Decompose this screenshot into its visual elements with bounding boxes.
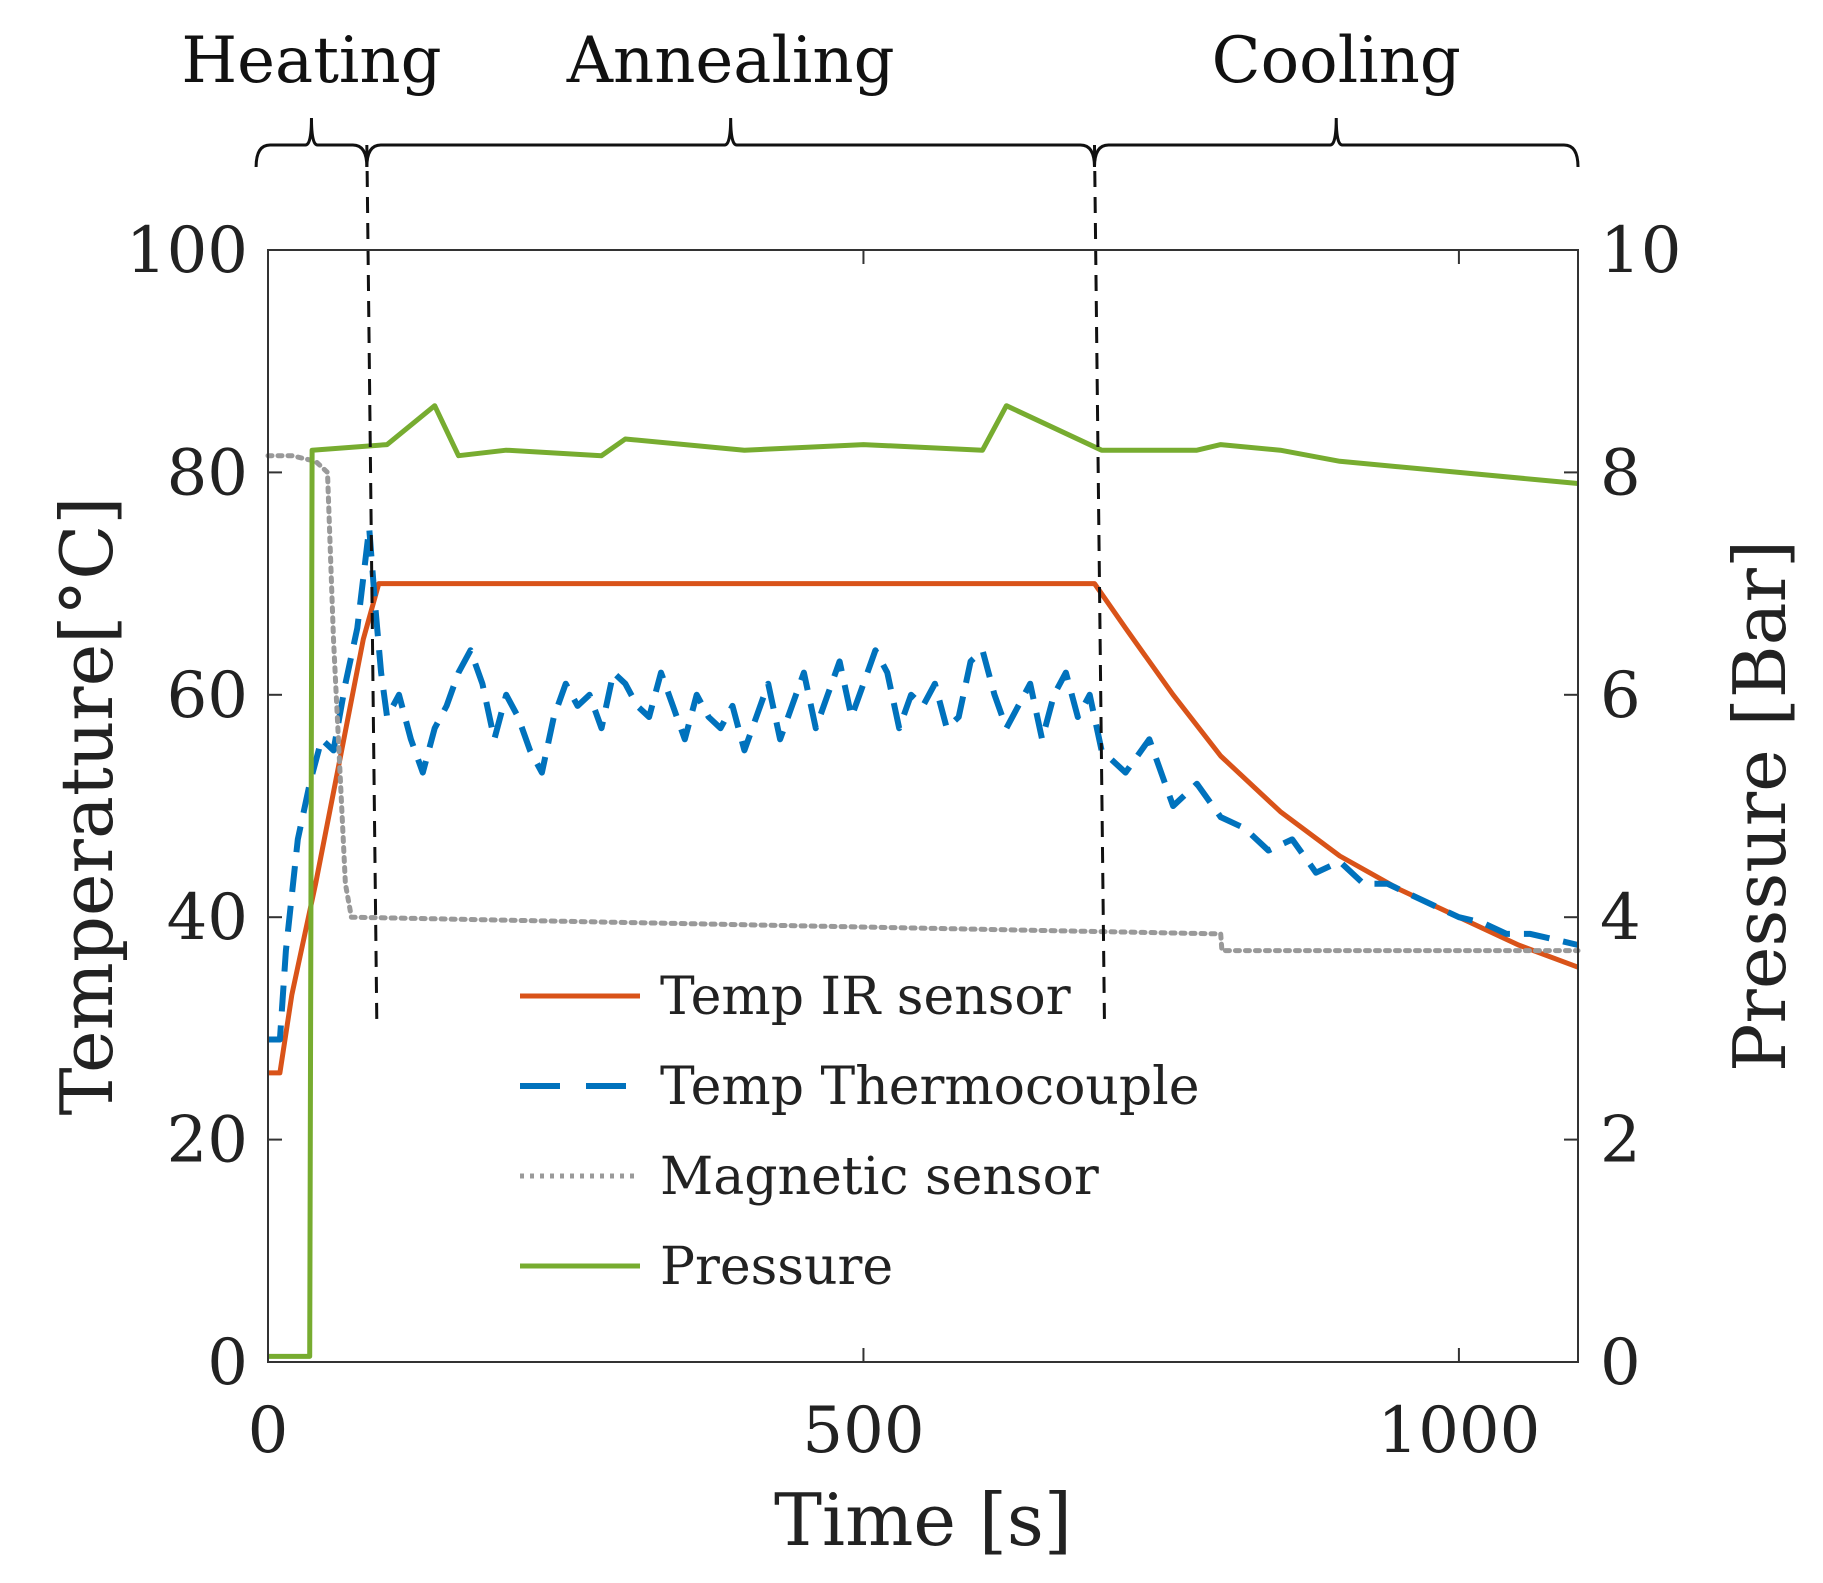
phase-bracket <box>365 117 1096 168</box>
phase-label: Heating <box>181 24 441 98</box>
series-line-1 <box>268 525 1579 1043</box>
plot-frame <box>267 249 1579 1363</box>
y-axis-right-title: Pressure [Bar] <box>1718 540 1802 1072</box>
legend-label: Temp Thermocouple <box>660 1057 1200 1117</box>
plot-series <box>265 403 1581 1359</box>
y-left-tick-label: 100 <box>126 214 248 288</box>
legend-label: Pressure <box>660 1237 893 1297</box>
x-tick-label: 0 <box>248 1394 289 1468</box>
legend-label: Magnetic sensor <box>660 1147 1099 1207</box>
phase-label: Annealing <box>566 24 895 98</box>
y-left-tick-label: 60 <box>167 659 248 733</box>
y-right-tick-label: 6 <box>1600 659 1641 733</box>
x-axis-title: Time [s] <box>774 1478 1072 1562</box>
x-tick-label: 500 <box>802 1394 924 1468</box>
y-left-tick-label: 40 <box>167 881 248 955</box>
series-line-0 <box>268 581 1579 1076</box>
y-right-tick-label: 2 <box>1600 1104 1641 1178</box>
y-right-tick-label: 4 <box>1600 881 1641 955</box>
y-axis-left-title: Temperature[°C] <box>45 497 129 1116</box>
x-tick-label: 1000 <box>1377 1394 1540 1468</box>
legend-label: Temp IR sensor <box>660 967 1071 1027</box>
y-left-tick-label: 0 <box>207 1326 248 1400</box>
phase-bracket <box>1092 117 1580 168</box>
legend: Temp IR sensor Temp Thermocouple Magnetic … <box>520 967 1200 1297</box>
phase-label: Cooling <box>1212 24 1461 98</box>
phase-boundary-line <box>1092 144 1106 1026</box>
y-left-tick-label: 20 <box>167 1104 248 1178</box>
series-line-2 <box>265 453 1581 954</box>
y-right-tick-label: 10 <box>1600 214 1681 288</box>
y-right-tick-label: 8 <box>1600 436 1641 510</box>
y-left-tick-label: 80 <box>167 436 248 510</box>
series-line-3 <box>268 403 1579 1359</box>
phase-boundary-lines <box>365 144 1106 1026</box>
y-right-tick-label: 0 <box>1600 1326 1641 1400</box>
phase-boundary-line <box>365 144 379 1026</box>
phase-bracket <box>254 117 369 168</box>
phase-brackets: Heating Annealing Cooling <box>181 24 1580 168</box>
